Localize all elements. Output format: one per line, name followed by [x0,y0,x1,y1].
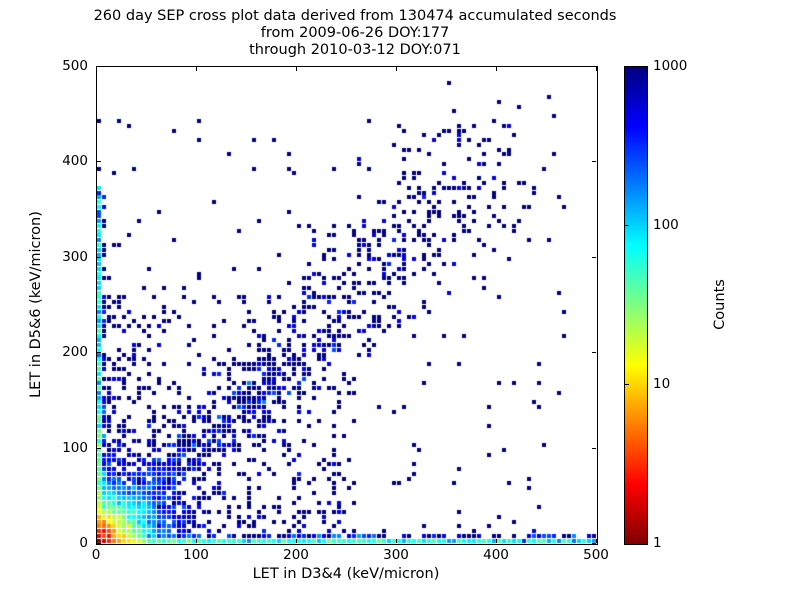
x-tick-mark-top [396,67,397,71]
y-tick-label: 400 [62,153,88,169]
x-tick-label: 100 [183,547,209,563]
x-tick-mark [296,539,297,543]
x-tick-label: 400 [483,547,509,563]
plot-area[interactable] [96,66,598,545]
y-tick-mark [97,448,101,449]
y-tick-label: 100 [62,440,88,456]
x-tick-mark [96,539,97,543]
density-scatter-plot [97,67,597,544]
x-tick-label: 0 [91,547,101,563]
colorbar-tick-mark [625,225,629,226]
x-tick-mark-top [296,67,297,71]
colorbar-gradient [625,67,647,544]
x-tick-mark [496,539,497,543]
x-tick-mark-top [596,67,597,71]
x-tick-mark-top [196,67,197,71]
y-tick-label: 200 [62,344,88,360]
y-axis-label: LET in D5&6 (keV/micron) [28,211,44,398]
y-tick-mark [97,543,101,544]
y-tick-mark [97,161,101,162]
y-tick-mark-right [592,257,596,258]
colorbar[interactable] [624,66,648,545]
colorbar-tick-label: 10 [653,376,671,392]
colorbar-label: Counts [712,279,728,330]
x-axis-label: LET in D3&4 (keV/micron) [252,566,440,582]
chart-title-line-2: from 2009-06-26 DOY:177 [260,25,450,41]
y-tick-mark [97,66,101,67]
y-tick-label: 0 [79,535,88,551]
colorbar-tick-label: 1000 [653,58,688,74]
x-tick-label: 500 [583,547,609,563]
x-tick-mark [596,539,597,543]
x-tick-mark-top [96,67,97,71]
y-tick-mark [97,352,101,353]
chart-title-line-3: through 2010-03-12 DOY:071 [249,42,461,58]
y-tick-mark-right [592,543,596,544]
y-tick-mark-right [592,448,596,449]
chart-title-line-1: 260 day SEP cross plot data derived from… [93,8,617,24]
colorbar-tick-label: 1 [653,535,662,551]
y-tick-label: 500 [62,58,88,74]
colorbar-tick-label: 100 [653,217,679,233]
colorbar-tick-mark [625,384,629,385]
y-tick-mark-right [592,66,596,67]
y-tick-label: 300 [62,249,88,265]
y-tick-mark [97,257,101,258]
x-tick-label: 200 [283,547,309,563]
y-tick-mark-right [592,161,596,162]
y-tick-mark-right [592,352,596,353]
x-tick-mark [396,539,397,543]
chart-title: 260 day SEP cross plot data derived from… [0,8,710,59]
x-tick-label: 300 [383,547,409,563]
x-tick-mark [196,539,197,543]
x-tick-mark-top [496,67,497,71]
